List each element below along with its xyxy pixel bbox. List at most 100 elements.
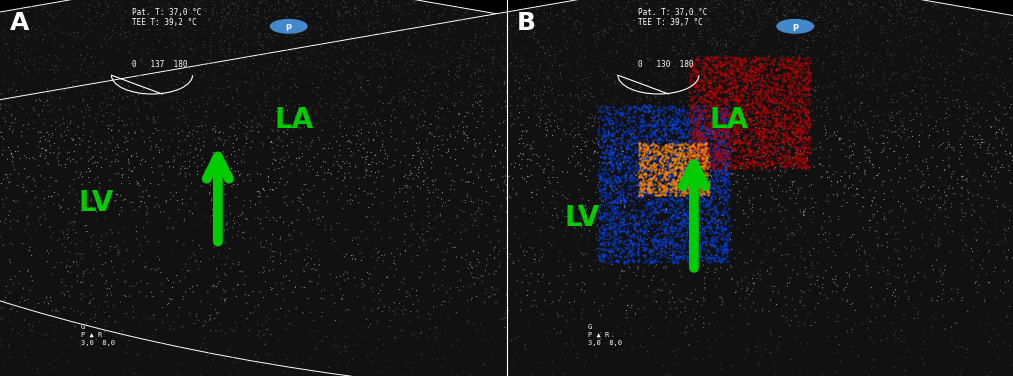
Point bbox=[474, 26, 490, 32]
Point bbox=[542, 118, 558, 124]
Point bbox=[668, 108, 684, 114]
Point bbox=[791, 127, 807, 133]
Point bbox=[646, 173, 663, 179]
Point bbox=[685, 113, 701, 119]
Point bbox=[146, 155, 162, 161]
Point bbox=[630, 359, 646, 365]
Point bbox=[649, 125, 666, 131]
Point bbox=[318, 352, 334, 358]
Point bbox=[669, 67, 685, 73]
Point bbox=[715, 230, 731, 236]
Point bbox=[624, 114, 640, 120]
Point bbox=[600, 221, 616, 227]
Point bbox=[614, 21, 630, 27]
Point bbox=[618, 144, 634, 150]
Point bbox=[0, 196, 11, 202]
Point bbox=[107, 158, 124, 164]
Point bbox=[694, 71, 710, 77]
Point bbox=[729, 33, 746, 39]
Point bbox=[395, 97, 411, 103]
Point bbox=[629, 182, 645, 188]
Point bbox=[752, 56, 768, 62]
Point bbox=[752, 120, 768, 126]
Point bbox=[779, 135, 795, 141]
Point bbox=[744, 122, 760, 128]
Point bbox=[752, 206, 768, 212]
Point bbox=[760, 95, 776, 101]
Point bbox=[651, 136, 668, 143]
Point bbox=[608, 230, 624, 236]
Point bbox=[830, 178, 846, 184]
Point bbox=[717, 110, 733, 116]
Point bbox=[770, 65, 786, 71]
Point bbox=[801, 117, 817, 123]
Point bbox=[85, 266, 101, 272]
Point bbox=[670, 242, 686, 248]
Point bbox=[690, 143, 706, 149]
Point bbox=[701, 198, 717, 204]
Point bbox=[714, 43, 730, 49]
Point bbox=[174, 30, 190, 36]
Point bbox=[596, 253, 612, 259]
Point bbox=[716, 128, 732, 134]
Point bbox=[421, 12, 438, 18]
Point bbox=[700, 5, 716, 11]
Point bbox=[801, 124, 817, 130]
Point bbox=[594, 52, 610, 58]
Point bbox=[232, 111, 248, 117]
Point bbox=[468, 274, 484, 280]
Point bbox=[726, 148, 743, 154]
Point bbox=[470, 174, 486, 180]
Point bbox=[778, 129, 794, 135]
Point bbox=[694, 111, 710, 117]
Point bbox=[186, 45, 203, 52]
Point bbox=[38, 9, 55, 15]
Point bbox=[287, 23, 303, 29]
Point bbox=[689, 167, 705, 173]
Point bbox=[530, 278, 546, 284]
Point bbox=[765, 98, 781, 104]
Point bbox=[680, 243, 696, 249]
Point bbox=[209, 219, 225, 225]
Point bbox=[758, 139, 774, 145]
Point bbox=[615, 148, 631, 154]
Point bbox=[734, 86, 751, 92]
Point bbox=[914, 183, 930, 189]
Point bbox=[772, 57, 788, 63]
Point bbox=[695, 258, 711, 264]
Point bbox=[737, 47, 754, 53]
Point bbox=[673, 88, 689, 94]
Point bbox=[160, 2, 176, 8]
Point bbox=[965, 47, 982, 53]
Point bbox=[340, 306, 357, 312]
Point bbox=[655, 56, 672, 62]
Point bbox=[720, 86, 736, 92]
Point bbox=[629, 44, 645, 50]
Point bbox=[265, 254, 282, 260]
Point bbox=[773, 15, 789, 21]
Point bbox=[873, 149, 889, 155]
Point bbox=[284, 233, 300, 239]
Point bbox=[708, 147, 724, 153]
Point bbox=[73, 155, 89, 161]
Point bbox=[830, 6, 846, 12]
Point bbox=[741, 117, 757, 123]
Point bbox=[375, 138, 391, 144]
Point bbox=[741, 141, 757, 147]
Point bbox=[573, 224, 590, 230]
Point bbox=[668, 160, 684, 166]
Point bbox=[655, 158, 672, 164]
Point bbox=[634, 104, 650, 110]
Point bbox=[705, 172, 721, 178]
Point bbox=[776, 135, 792, 141]
Point bbox=[638, 227, 654, 233]
Point bbox=[937, 99, 953, 105]
Point bbox=[393, 26, 409, 32]
Point bbox=[656, 253, 673, 259]
Point bbox=[724, 26, 741, 32]
Point bbox=[296, 268, 312, 274]
Point bbox=[717, 133, 733, 139]
Point bbox=[17, 64, 33, 70]
Point bbox=[43, 67, 59, 73]
Point bbox=[17, 46, 33, 52]
